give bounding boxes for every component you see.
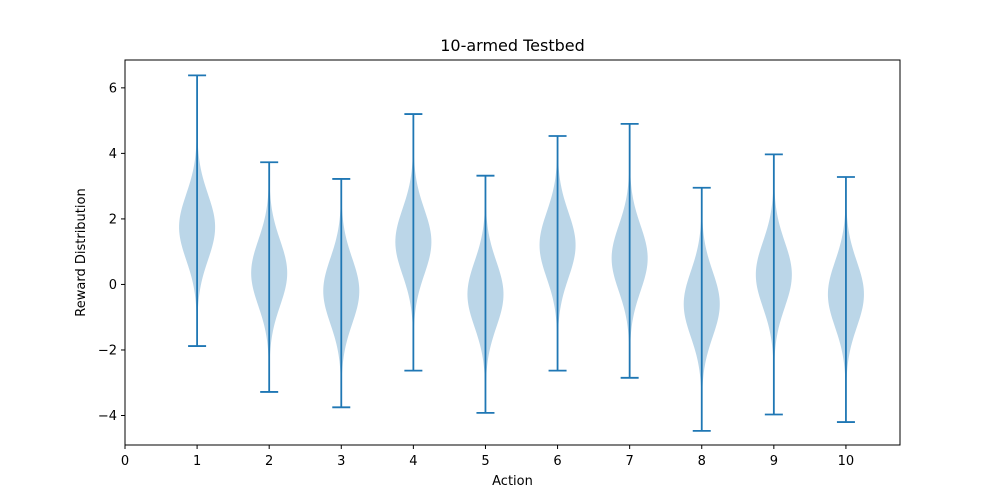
- y-tick-label--2: −2: [98, 343, 117, 358]
- y-axis-label: Reward Distribution: [74, 188, 89, 316]
- plot-frame: [124, 59, 901, 446]
- x-axis-label: Action: [492, 474, 533, 489]
- chart-title: 10-armed Testbed: [440, 36, 585, 55]
- x-tick-label-10: 10: [838, 454, 855, 469]
- x-tick-label-1: 1: [193, 454, 201, 469]
- x-tick-label-4: 4: [409, 454, 417, 469]
- x-tick-label-6: 6: [553, 454, 561, 469]
- y-tick-label-4: 4: [109, 147, 117, 162]
- stats-layer: [188, 74, 855, 432]
- x-axis: 0 1 2 3 4 5 6 7 8 9 10: [121, 445, 854, 469]
- x-tick-label-2: 2: [265, 454, 273, 469]
- y-axis: −4 −2 0 2 4 6: [98, 81, 125, 424]
- x-tick-label-3: 3: [337, 454, 345, 469]
- x-tick-label-0: 0: [121, 454, 129, 469]
- x-tick-label-5: 5: [481, 454, 489, 469]
- y-tick-label-6: 6: [109, 81, 117, 96]
- y-tick-label-2: 2: [109, 212, 117, 227]
- x-tick-label-8: 8: [698, 454, 706, 469]
- x-tick-label-7: 7: [626, 454, 634, 469]
- y-tick-label--4: −4: [98, 409, 117, 424]
- x-tick-label-9: 9: [770, 454, 778, 469]
- y-tick-label-0: 0: [109, 278, 117, 293]
